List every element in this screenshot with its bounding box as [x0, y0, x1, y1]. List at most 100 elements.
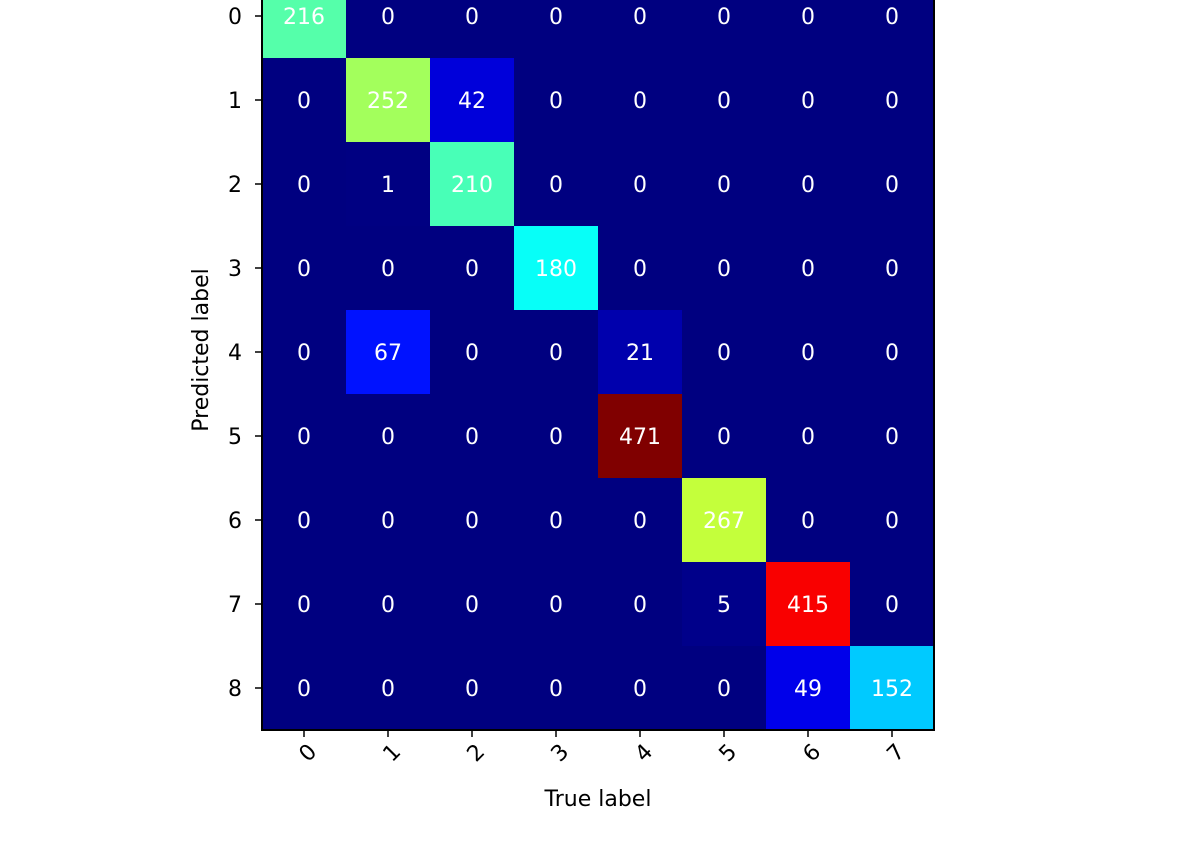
heatmap-cell-r1-c5	[682, 58, 766, 142]
heatmap-cell-r6-c4	[598, 478, 682, 562]
y-tick-label-1: 1	[228, 89, 242, 114]
heatmap-cell-r4-c0	[262, 310, 346, 394]
cell-value-r3-c2: 0	[465, 257, 479, 282]
heatmap-cell-r2-c0	[262, 142, 346, 226]
cell-value-r3-c6: 0	[801, 257, 815, 282]
heatmap-cell-r2-c6	[766, 142, 850, 226]
heatmap-cell-r8-c2	[430, 646, 514, 730]
cell-value-r2-c6: 0	[801, 173, 815, 198]
cell-value-r5-c4: 471	[619, 425, 661, 450]
cell-value-r8-c0: 0	[297, 677, 311, 702]
heatmap-cell-r6-c1	[346, 478, 430, 562]
heatmap-cell-r3-c5	[682, 226, 766, 310]
x-tick-label-2: 2	[463, 740, 491, 768]
heatmap-cell-r5-c4	[598, 394, 682, 478]
heatmap-cell-r7-c3	[514, 562, 598, 646]
cell-value-r0-c7: 0	[885, 5, 899, 30]
cell-value-r7-c7: 0	[885, 593, 899, 618]
cell-value-r1-c6: 0	[801, 89, 815, 114]
heatmap-cell-r8-c1	[346, 646, 430, 730]
heatmap-cell-r0-c0	[262, 0, 346, 58]
heatmap-cell-r5-c2	[430, 394, 514, 478]
heatmap-cell-r7-c6	[766, 562, 850, 646]
cell-value-r1-c3: 0	[549, 89, 563, 114]
heatmap-cell-r4-c3	[514, 310, 598, 394]
cell-value-r5-c2: 0	[465, 425, 479, 450]
cell-value-r7-c4: 0	[633, 593, 647, 618]
cell-value-r1-c0: 0	[297, 89, 311, 114]
y-tick-label-2: 2	[228, 173, 242, 198]
cell-value-r6-c6: 0	[801, 509, 815, 534]
cell-value-r4-c4: 21	[626, 341, 654, 366]
heatmap-cell-r7-c4	[598, 562, 682, 646]
cell-value-r5-c5: 0	[717, 425, 731, 450]
heatmap-cell-r0-c7	[850, 0, 934, 58]
heatmap-cell-r8-c0	[262, 646, 346, 730]
x-tick-label-6: 6	[799, 740, 827, 768]
cell-value-r5-c6: 0	[801, 425, 815, 450]
cell-value-r1-c2: 42	[458, 89, 486, 114]
cell-value-r2-c3: 0	[549, 173, 563, 198]
cell-value-r1-c4: 0	[633, 89, 647, 114]
y-tick-label-3: 3	[228, 257, 242, 282]
cell-value-r7-c0: 0	[297, 593, 311, 618]
cell-value-r0-c1: 0	[381, 5, 395, 30]
cell-value-r5-c3: 0	[549, 425, 563, 450]
heatmap-cell-r1-c3	[514, 58, 598, 142]
heatmap-cell-r4-c7	[850, 310, 934, 394]
heatmap-cell-r3-c4	[598, 226, 682, 310]
heatmap-cell-r4-c4	[598, 310, 682, 394]
cell-value-r4-c0: 0	[297, 341, 311, 366]
heatmap-cell-r3-c3	[514, 226, 598, 310]
heatmap-cell-r5-c5	[682, 394, 766, 478]
y-tick-label-7: 7	[228, 593, 242, 618]
heatmap-cell-r4-c5	[682, 310, 766, 394]
heatmap-cell-r4-c6	[766, 310, 850, 394]
cell-value-r8-c7: 152	[871, 677, 913, 702]
heatmap-cell-r8-c3	[514, 646, 598, 730]
cell-value-r8-c5: 0	[717, 677, 731, 702]
heatmap-cell-r5-c1	[346, 394, 430, 478]
heatmap-cell-r2-c2	[430, 142, 514, 226]
cell-value-r8-c4: 0	[633, 677, 647, 702]
cell-value-r7-c6: 415	[787, 593, 829, 618]
heatmap-cell-r6-c5	[682, 478, 766, 562]
heatmap-cell-r7-c5	[682, 562, 766, 646]
cell-value-r6-c3: 0	[549, 509, 563, 534]
heatmap-cell-r4-c2	[430, 310, 514, 394]
cell-value-r1-c1: 252	[367, 89, 409, 114]
cell-value-r2-c7: 0	[885, 173, 899, 198]
cell-value-r0-c4: 0	[633, 5, 647, 30]
x-tick-label-3: 3	[547, 740, 575, 768]
heatmap-cell-r8-c6	[766, 646, 850, 730]
heatmap-cell-r6-c2	[430, 478, 514, 562]
heatmap-cell-r3-c2	[430, 226, 514, 310]
heatmap-cell-r3-c0	[262, 226, 346, 310]
heatmap-cell-r3-c6	[766, 226, 850, 310]
cell-value-r6-c0: 0	[297, 509, 311, 534]
cell-value-r3-c1: 0	[381, 257, 395, 282]
heatmap-cell-r0-c6	[766, 0, 850, 58]
heatmap-cell-r4-c1	[346, 310, 430, 394]
heatmap-cell-r1-c4	[598, 58, 682, 142]
cell-value-r4-c3: 0	[549, 341, 563, 366]
cell-value-r0-c5: 0	[717, 5, 731, 30]
heatmap-cell-r7-c2	[430, 562, 514, 646]
cell-value-r5-c7: 0	[885, 425, 899, 450]
heatmap-cell-r1-c2	[430, 58, 514, 142]
heatmap-cell-r2-c1	[346, 142, 430, 226]
heatmap-cell-r8-c4	[598, 646, 682, 730]
cell-value-r6-c7: 0	[885, 509, 899, 534]
cell-value-r7-c3: 0	[549, 593, 563, 618]
cell-value-r7-c1: 0	[381, 593, 395, 618]
heatmap-cell-r6-c3	[514, 478, 598, 562]
cell-value-r0-c2: 0	[465, 5, 479, 30]
cell-value-r3-c7: 0	[885, 257, 899, 282]
cell-value-r1-c5: 0	[717, 89, 731, 114]
heatmap-cell-r8-c5	[682, 646, 766, 730]
cell-value-r0-c6: 0	[801, 5, 815, 30]
heatmap-cell-r8-c7	[850, 646, 934, 730]
cell-value-r3-c5: 0	[717, 257, 731, 282]
cell-value-r0-c0: 216	[283, 5, 325, 30]
cell-value-r4-c7: 0	[885, 341, 899, 366]
